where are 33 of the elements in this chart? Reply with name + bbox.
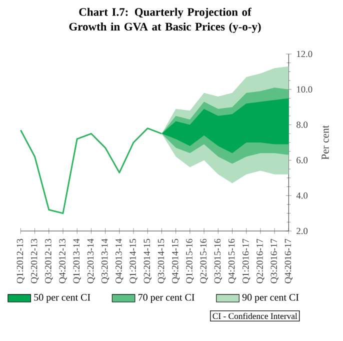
legend-label: 70 per cent CI: [138, 294, 194, 303]
x-tick-label: Q3:2015-16: [214, 238, 222, 284]
x-tick-label: Q2:2012-13: [30, 238, 39, 284]
y-tick-label: 2.0: [296, 228, 308, 234]
y-tick-label: 12.0: [297, 50, 312, 58]
x-tick-label: Q2:2015-16: [200, 238, 208, 284]
x-tick-label: Q2:2013-14: [87, 238, 96, 284]
y-axis-title: Per cent: [322, 125, 329, 160]
x-tick-label: Q2:2016-17: [256, 238, 264, 284]
x-tick-label: Q1:2012-13: [16, 238, 25, 284]
x-tick-label: Q1:2013-14: [73, 238, 81, 284]
x-tick-label: Q2:2014-15: [144, 238, 152, 284]
x-tick-label: Q4:2013-14: [116, 238, 124, 284]
x-tick-label: Q1:2016-17: [242, 238, 250, 284]
y-tick-label: 10.0: [297, 86, 312, 93]
text: CI - Confidence Interval: [212, 312, 298, 320]
x-tick-label: Q4:2014-15: [172, 238, 180, 284]
y-tick-label: 6.0: [296, 157, 308, 164]
x-tick-label: Q3:2013-14: [101, 238, 110, 284]
x-tick-label: Q3:2012-13: [45, 238, 53, 284]
x-tick-label: Q4:2012-13: [59, 238, 67, 284]
x-tick-label: Q3:2014-15: [158, 238, 166, 284]
y-tick-label: 8.0: [296, 122, 308, 128]
x-tick-label: Q1:2015-16: [186, 238, 194, 284]
y-tick-label: 4.0: [296, 192, 308, 199]
x-tick-label: Q1:2014-15: [130, 238, 138, 284]
legend-label: 50 per cent CI: [34, 294, 90, 303]
legend-label: 90 per cent CI: [242, 294, 299, 303]
x-tick-label: Q3:2016-17: [270, 238, 278, 284]
x-tick-label: Q4:2015-16: [228, 238, 236, 284]
chart-title: Chart I.7: Quarterly Projection of Growth in GVA at Basic Prices (y-o-y): [69, 8, 261, 33]
line-series: [20, 128, 162, 214]
x-tick-label: Q4:2016-17: [284, 238, 293, 284]
